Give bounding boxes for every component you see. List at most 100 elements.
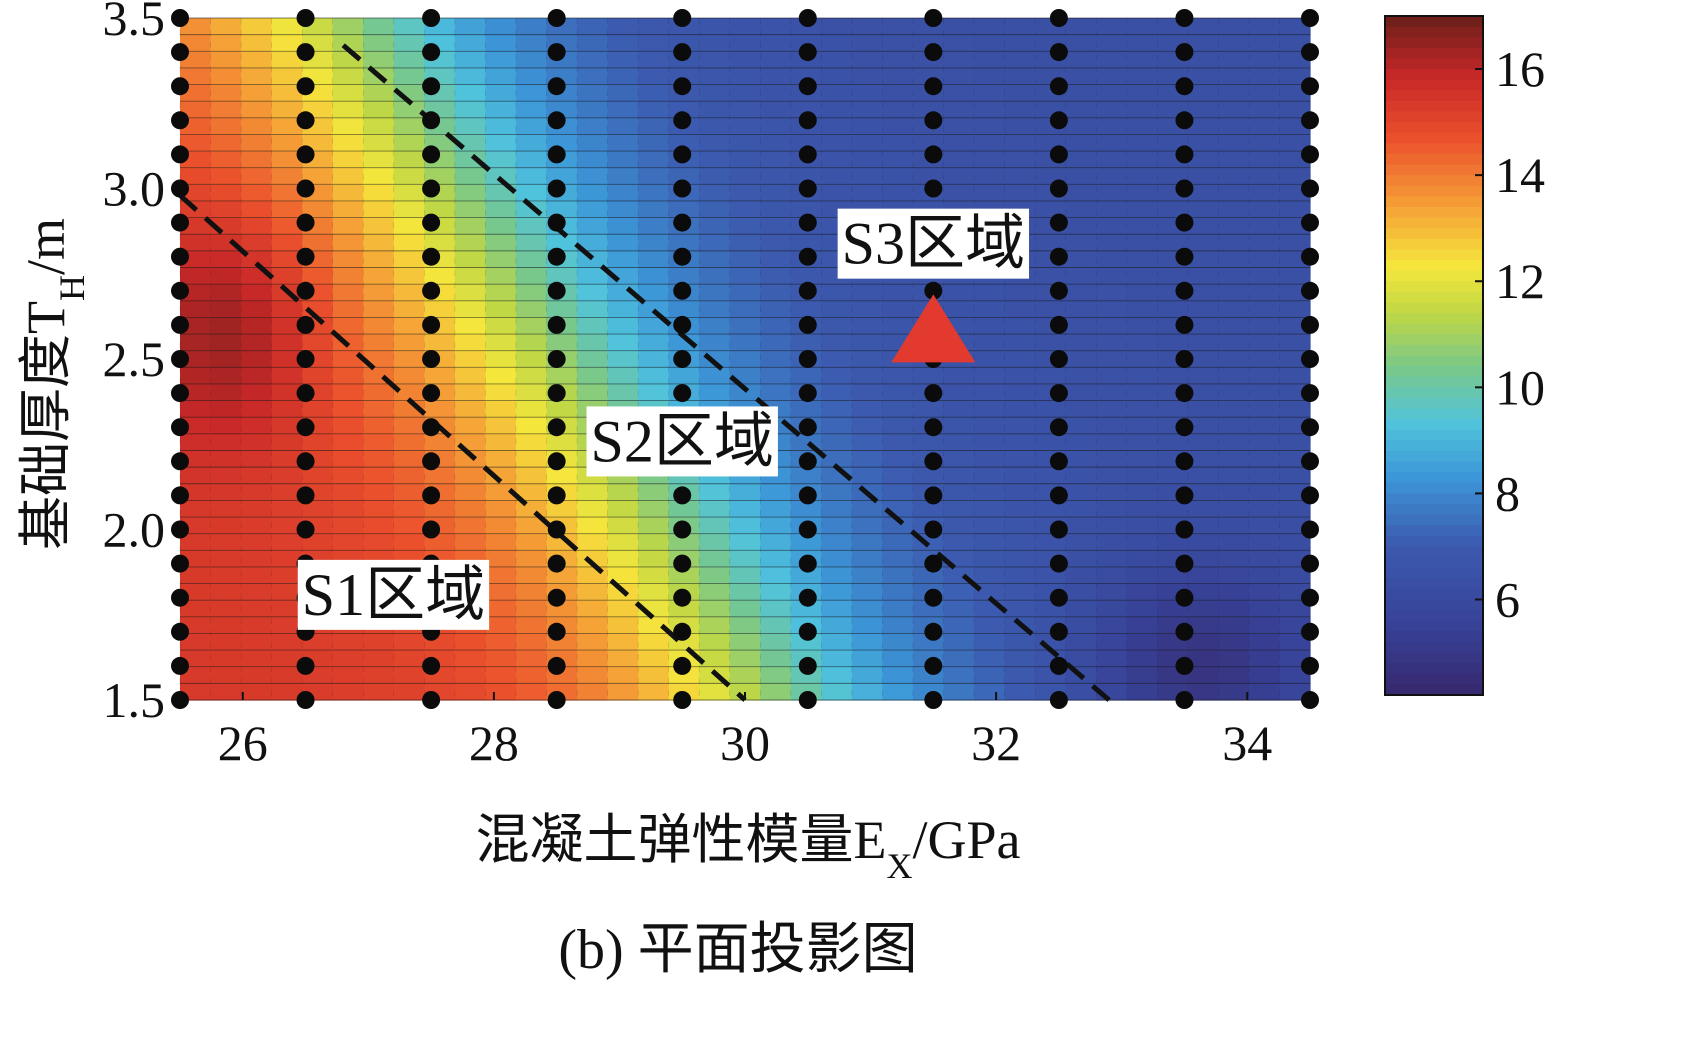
heatmap-cell: [1096, 317, 1128, 335]
sample-point: [296, 77, 315, 96]
sample-point: [1301, 77, 1319, 96]
heatmap-cell: [760, 167, 792, 185]
heatmap-cell: [699, 134, 731, 152]
heatmap-cell: [1035, 467, 1067, 485]
heatmap-cell: [760, 267, 792, 285]
heatmap-cell: [882, 134, 914, 152]
heatmap-cell: [607, 18, 639, 36]
sample-point: [1301, 43, 1319, 62]
heatmap-cell: [241, 550, 273, 568]
heatmap-cell: [1187, 566, 1219, 585]
heatmap-cell: [760, 600, 792, 618]
heatmap-cell: [271, 683, 303, 701]
sample-point: [1049, 691, 1068, 709]
heatmap-cell: [668, 334, 700, 352]
sample-point: [1049, 350, 1068, 368]
heatmap-cell: [974, 67, 1006, 86]
heatmap-cell: [760, 184, 792, 202]
heatmap-cell: [210, 533, 242, 551]
heatmap-cell: [638, 517, 670, 535]
region-label-background: [586, 406, 778, 477]
heatmap-cell: [546, 467, 578, 485]
heatmap-cell: [851, 633, 884, 651]
heatmap-cell: [821, 683, 853, 701]
heatmap-cell: [821, 18, 853, 36]
heatmap-cell: [454, 400, 486, 418]
heatmap-cell: [485, 51, 517, 69]
y-tick-label: 2.0: [103, 502, 166, 558]
heatmap-cell: [974, 184, 1006, 202]
heatmap-cell: [638, 84, 670, 102]
heatmap-cell: [454, 683, 486, 701]
heatmap-cell: [668, 300, 700, 319]
colorbar-band: [1385, 302, 1483, 314]
heatmap-cell: [1126, 683, 1158, 701]
heatmap-cell: [1065, 184, 1097, 202]
heatmap-cell: [577, 267, 609, 285]
heatmap-cell: [271, 517, 303, 535]
heatmap-cell: [1187, 267, 1219, 285]
heatmap-cell: [760, 151, 792, 169]
x-tick-label: 28: [469, 715, 519, 771]
heatmap-cell: [943, 500, 975, 518]
colorbar-tick-label: 6: [1495, 572, 1520, 628]
heatmap-cell: [607, 334, 639, 352]
heatmap-cell: [607, 616, 639, 635]
region-label: S1区域: [302, 562, 485, 628]
heatmap-cell: [454, 500, 486, 518]
heatmap-cell: [851, 533, 884, 551]
sample-point: [296, 111, 315, 130]
heatmap-cell: [699, 683, 731, 701]
colorbar-band: [1385, 334, 1483, 346]
sample-point: [1049, 452, 1068, 471]
heatmap-cell: [485, 633, 517, 651]
heatmap-cell: [943, 483, 975, 501]
heatmap-cell: [302, 500, 334, 518]
heatmap-cell: [1218, 483, 1250, 501]
heatmap-cell: [851, 616, 884, 635]
colorbar-band: [1385, 461, 1483, 473]
sample-point: [673, 77, 692, 96]
heatmap-cell: [363, 267, 395, 285]
heatmap-cell: [1218, 666, 1250, 684]
heatmap-cell: [668, 200, 700, 219]
sample-point: [798, 486, 817, 505]
heatmap-cell: [638, 300, 670, 319]
heatmap-cell: [882, 483, 914, 501]
sample-point: [422, 179, 441, 198]
sample-point: [798, 43, 817, 62]
heatmap-cell: [790, 167, 822, 185]
heatmap-cell: [1065, 18, 1097, 36]
heatmap-cell: [943, 117, 975, 136]
heatmap-cell: [974, 566, 1006, 585]
heatmap-cell: [1004, 151, 1036, 169]
colorbar-band: [1385, 238, 1483, 251]
heatmap-cell: [699, 51, 731, 69]
heatmap-cell: [1126, 250, 1158, 269]
heatmap-cell: [851, 317, 884, 335]
heatmap-cell: [1248, 500, 1281, 518]
heatmap-cell: [485, 500, 517, 518]
heatmap-cell: [1004, 84, 1036, 102]
sample-point: [171, 213, 189, 232]
colorbar-band: [1385, 164, 1483, 176]
heatmap-cell: [363, 284, 395, 302]
heatmap-cell: [1126, 101, 1158, 119]
heatmap-cell: [271, 550, 303, 568]
x-axis-ticks: 26 28 30 32 34: [218, 692, 1272, 771]
heatmap-cell: [821, 483, 853, 501]
heatmap-cell: [1279, 200, 1311, 219]
heatmap-cell: [760, 300, 792, 319]
heatmap-cell: [424, 500, 456, 518]
heatmap-cell: [393, 101, 425, 119]
heatmap-cell: [607, 317, 639, 335]
heatmap-cell: [454, 433, 486, 452]
heatmap-cell: [1096, 284, 1128, 302]
heatmap-cell: [1218, 417, 1250, 435]
sample-point: [422, 418, 441, 437]
colorbar-band: [1385, 599, 1483, 611]
heatmap-cell: [454, 517, 486, 535]
heatmap-cell: [1187, 533, 1219, 551]
heatmap-cell: [974, 51, 1006, 69]
heatmap-cell: [577, 583, 609, 601]
